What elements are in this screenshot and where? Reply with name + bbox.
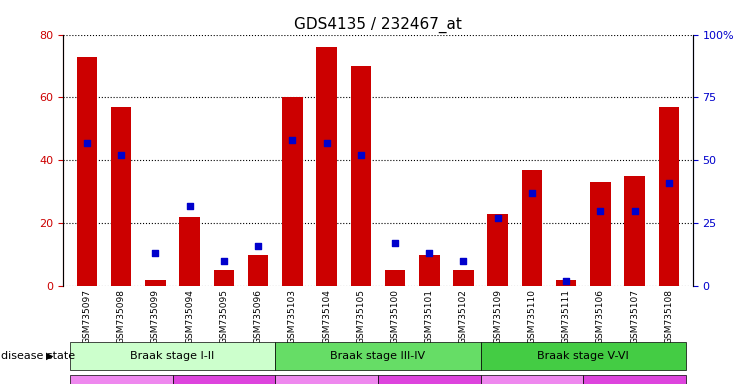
Point <box>560 278 572 284</box>
Bar <box>659 107 679 286</box>
Bar <box>70 343 275 370</box>
Text: GSM735096: GSM735096 <box>253 289 262 344</box>
Bar <box>385 270 405 286</box>
Bar <box>583 375 686 384</box>
Bar <box>350 66 371 286</box>
Bar <box>213 270 234 286</box>
Bar <box>282 98 302 286</box>
Point <box>81 140 93 146</box>
Text: GSM735105: GSM735105 <box>356 289 365 344</box>
Bar <box>173 375 275 384</box>
Text: GSM735095: GSM735095 <box>219 289 228 344</box>
Text: GSM735097: GSM735097 <box>82 289 91 344</box>
Text: GSM735100: GSM735100 <box>391 289 399 344</box>
Bar <box>145 280 166 286</box>
Point <box>594 208 606 214</box>
Bar <box>481 343 686 370</box>
Bar <box>419 255 439 286</box>
Point <box>184 202 196 209</box>
Bar <box>522 170 542 286</box>
Bar <box>453 270 473 286</box>
Text: Braak stage V-VI: Braak stage V-VI <box>537 351 629 361</box>
Bar <box>247 255 268 286</box>
Bar <box>111 107 131 286</box>
Text: GSM735107: GSM735107 <box>630 289 639 344</box>
Point <box>663 180 675 186</box>
Text: GSM735103: GSM735103 <box>288 289 297 344</box>
Text: GSM735102: GSM735102 <box>459 289 468 344</box>
Point <box>492 215 504 221</box>
Point <box>389 240 401 247</box>
Bar <box>76 56 97 286</box>
Bar <box>625 176 645 286</box>
Point <box>252 243 264 249</box>
Text: Braak stage I-II: Braak stage I-II <box>130 351 215 361</box>
Point <box>150 250 162 257</box>
Text: GSM735098: GSM735098 <box>116 289 126 344</box>
Text: GSM735109: GSM735109 <box>494 289 502 344</box>
Text: GSM735094: GSM735094 <box>185 289 194 344</box>
Text: ▶: ▶ <box>46 351 53 361</box>
Text: disease state: disease state <box>1 351 76 361</box>
Bar <box>556 280 576 286</box>
Text: GSM735111: GSM735111 <box>562 289 571 344</box>
Point <box>355 152 367 158</box>
Bar <box>378 375 481 384</box>
Point <box>526 190 538 196</box>
Text: GSM735110: GSM735110 <box>528 289 536 344</box>
Point <box>116 152 127 158</box>
Point <box>628 208 640 214</box>
Text: GSM735108: GSM735108 <box>665 289 674 344</box>
Point <box>321 140 333 146</box>
Bar <box>179 217 200 286</box>
Bar <box>275 343 481 370</box>
Bar <box>481 375 583 384</box>
Bar <box>590 182 611 286</box>
Bar <box>488 214 508 286</box>
Text: GSM735104: GSM735104 <box>322 289 331 344</box>
Point <box>423 250 435 257</box>
Bar <box>316 47 337 286</box>
Bar <box>70 375 173 384</box>
Point <box>287 137 299 143</box>
Title: GDS4135 / 232467_at: GDS4135 / 232467_at <box>294 17 462 33</box>
Text: GSM735106: GSM735106 <box>596 289 605 344</box>
Point <box>218 258 230 264</box>
Text: GSM735099: GSM735099 <box>151 289 160 344</box>
Text: Braak stage III-IV: Braak stage III-IV <box>330 351 425 361</box>
Text: GSM735101: GSM735101 <box>425 289 433 344</box>
Point <box>457 258 469 264</box>
Bar <box>275 375 378 384</box>
